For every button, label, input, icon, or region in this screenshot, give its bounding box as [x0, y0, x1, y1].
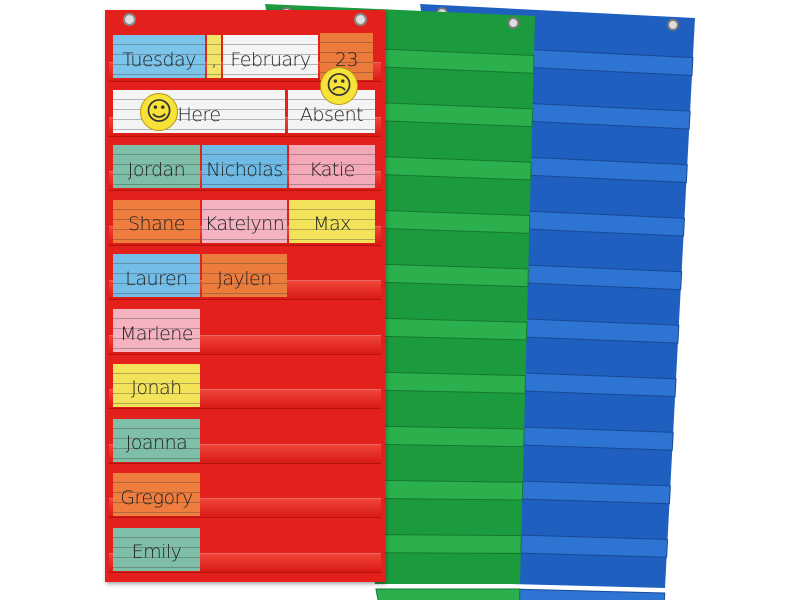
card-text: Emily — [131, 541, 182, 564]
word-card[interactable]: Emily — [113, 527, 200, 571]
sad-face-icon: ☹ — [320, 67, 358, 105]
word-card[interactable]: Tuesday — [113, 35, 205, 78]
word-card[interactable]: Nicholas — [202, 145, 287, 188]
card-text: Shane — [128, 213, 185, 236]
card-text: Jordan — [127, 158, 186, 181]
word-card[interactable]: Lauren — [113, 254, 200, 298]
card-text: Lauren — [125, 267, 188, 290]
word-card[interactable]: , — [207, 35, 221, 78]
word-card[interactable]: Jordan — [113, 145, 200, 188]
card-text: Nicholas — [206, 158, 283, 181]
word-card[interactable]: Katie — [289, 145, 375, 188]
pocket — [375, 588, 521, 600]
card-text: Tuesday — [122, 48, 196, 71]
card-text: Here — [177, 103, 221, 126]
card-text: Joanna — [125, 432, 188, 454]
card-text: Absent — [299, 103, 364, 126]
word-card[interactable]: Max — [289, 199, 375, 243]
card-text: 23 — [334, 48, 359, 71]
card-text: Marlene — [119, 322, 194, 345]
grommet — [667, 18, 679, 31]
card-text: Jonah — [131, 377, 182, 400]
word-card[interactable]: Joanna — [113, 418, 200, 462]
red-pocket-chart: Tuesday, February 23 Here Absent ☺ ☹ Jordan Nich… — [105, 10, 385, 582]
word-card[interactable]: Jaylen — [202, 254, 287, 298]
card-text: February — [230, 48, 311, 71]
grommet — [123, 13, 136, 26]
word-card[interactable]: Katelynn — [202, 199, 287, 243]
card-text: Gregory — [120, 486, 193, 509]
word-card[interactable]: Jonah — [113, 363, 200, 407]
word-card[interactable]: Here — [113, 90, 285, 133]
word-card[interactable]: Gregory — [113, 473, 200, 517]
grommet — [354, 13, 367, 26]
word-card[interactable]: Marlene — [113, 309, 200, 353]
card-text: Jaylen — [217, 267, 272, 290]
word-card[interactable]: February — [223, 35, 318, 78]
word-card[interactable]: Shane — [113, 199, 200, 243]
card-text: Katelynn — [204, 213, 285, 236]
card-text: , — [211, 48, 217, 71]
card-text: Katie — [309, 158, 355, 181]
happy-face-icon: ☺ — [140, 93, 178, 131]
pocket — [365, 534, 522, 554]
pocket — [510, 588, 666, 600]
card-text: Max — [313, 213, 351, 236]
grommet — [507, 17, 520, 30]
